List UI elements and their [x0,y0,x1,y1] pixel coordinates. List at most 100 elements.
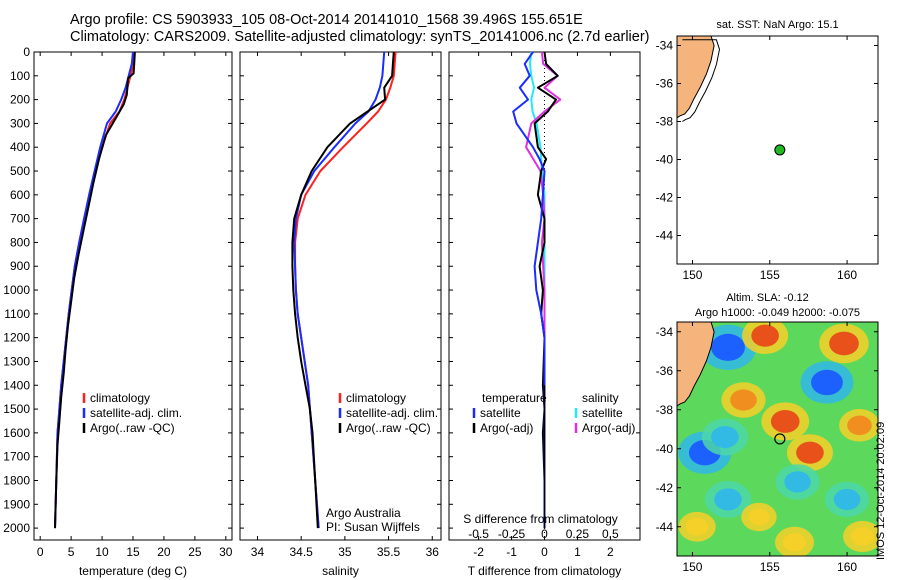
x-tick-label: -2 [473,545,484,559]
salinity-panel-frame [239,51,442,541]
legend-salinity-header: salinity [582,391,619,405]
x-tick-label: 34.5 [289,545,313,559]
sst-map-title: sat. SST: NaN Argo: 15.1 [716,19,838,31]
sla-map-frame [676,321,879,557]
diff-series-t-argo [533,51,559,529]
x-tick-label: 15 [126,545,140,559]
x-tick-label: 30 [219,545,233,559]
salinity-legend-argo-label: Argo(..raw -QC) [346,421,431,435]
x-tick-label: 2 [607,545,614,559]
sla-blob-core [847,415,872,436]
sla-map-y-tick-label: -38 [656,403,674,417]
sla-blob-core [833,488,861,511]
salinity-legend-climatology-label: climatology [346,391,406,405]
y-tick-label: 400 [10,140,30,154]
sst-map-float-marker [774,144,786,156]
temperature-legend-argo-label: Argo(..raw -QC) [90,421,175,435]
legend-temperature-header: temperature [482,391,547,405]
sla-map-y-tick-label: -42 [656,481,674,495]
x-tick-label: 36 [426,545,440,559]
y-tick-label: 700 [10,212,30,226]
x-axis-label: salinity [322,564,359,578]
sla-map-x-tick-label: 160 [837,560,857,574]
imos-timestamp: IMOS 12-Oct-2014 20:02:09 [875,421,887,560]
legend-s-argo-label: Argo(-adj) [582,421,635,435]
sst-map-y-tick-label: -36 [656,77,674,91]
sla-blob-core [751,324,779,347]
sla-map-field [677,322,878,556]
y-tick-label: 800 [10,235,30,249]
x-tick-label: 0 [541,545,548,559]
sst-map-y-tick-label: -34 [656,39,674,53]
sla-blob-core [711,426,739,449]
annotation-argo-australia: Argo Australia [326,506,401,520]
sla-blob-core [782,532,807,552]
sst-map-x-tick-label: 155 [760,268,780,282]
x-tick-label: -1 [506,545,517,559]
x-tick-label: 35.5 [377,545,401,559]
header-line-2: Climatology: CARS2009. Satellite-adjuste… [70,29,650,45]
salinity-legend-satellite-label: satellite-adj. clim. [346,406,438,420]
sla-blob-core [730,389,757,411]
y-tick-label: 600 [10,188,30,202]
temperature-series-climatology [54,51,136,529]
sst-map-y-tick-label: -40 [656,153,674,167]
y-tick-label: 1400 [3,378,30,392]
sla-blob-core [829,331,859,356]
sla-blob-core [850,527,875,546]
y-tick-label: 1000 [3,283,30,297]
legend-t-satellite-label: satellite [480,406,521,420]
sla-blob-core [811,369,843,396]
y-tick-label: 1300 [3,354,30,368]
sla-map-x-tick-label: 150 [682,560,702,574]
sla-map-title-1: Altim. SLA: -0.12 [726,292,809,304]
y-tick-label: 1900 [3,497,30,511]
header-line-1: Argo profile: CS 5903933_105 08-Oct-2014… [70,12,583,28]
sla-blob-core [796,441,824,464]
sla-blob-core [711,333,745,361]
s-tick-label: 0 [541,527,548,541]
legend-s-satellite-label: satellite [582,406,623,420]
sla-blob-core [770,409,800,433]
x-tick-label: 34 [251,545,265,559]
temperature-legend-satellite-label: satellite-adj. clim. [90,406,182,420]
sst-map-frame [676,35,879,265]
salinity-series-argo [291,51,395,529]
y-tick-label: 200 [10,93,30,107]
s-tick-label: -0.5 [468,527,489,541]
annotation-pi: PI: Susan Wijffels [326,520,420,534]
x-tick-label: 5 [68,545,75,559]
sla-map-y-tick-label: -44 [656,520,674,534]
sst-map-y-tick-label: -38 [656,115,674,129]
diff-series-t-satellite [512,51,546,529]
salinity-series-satellite [293,51,386,529]
sst-map-y-tick-label: -44 [656,229,674,243]
y-tick-label: 1500 [3,402,30,416]
y-tick-label: 300 [10,116,30,130]
x-tick-label: 25 [188,545,202,559]
y-tick-label: 1200 [3,331,30,345]
temperature-legend-climatology-label: climatology [90,391,150,405]
sla-map-y-tick-label: -36 [656,364,674,378]
x-tick-label: 1 [574,545,581,559]
sst-map-x-tick-label: 160 [837,268,857,282]
y-tick-label: 1800 [3,473,30,487]
sla-map-y-tick-label: -34 [656,325,674,339]
y-tick-label: 100 [10,69,30,83]
sst-map-shelf-contour [682,39,721,122]
sst-map-y-tick-label: -42 [656,191,674,205]
sla-map-title-2: Argo h1000: -0.049 h2000: -0.075 [695,307,860,319]
sst-map-land [676,35,715,119]
sla-map-land [677,322,715,407]
sla-map-float-marker [774,433,786,445]
temperature-series-satellite [54,51,134,529]
x-axis-label: T difference from climatology [468,564,622,578]
y-tick-label: 900 [10,259,30,273]
sla-blob-core [748,508,770,526]
y-tick-label: 1100 [4,307,30,321]
x-axis-label: temperature (deg C) [79,564,187,578]
sla-blob-core [714,488,742,511]
y-tick-label: 0 [23,45,30,59]
salinity-series-climatology [294,51,397,529]
